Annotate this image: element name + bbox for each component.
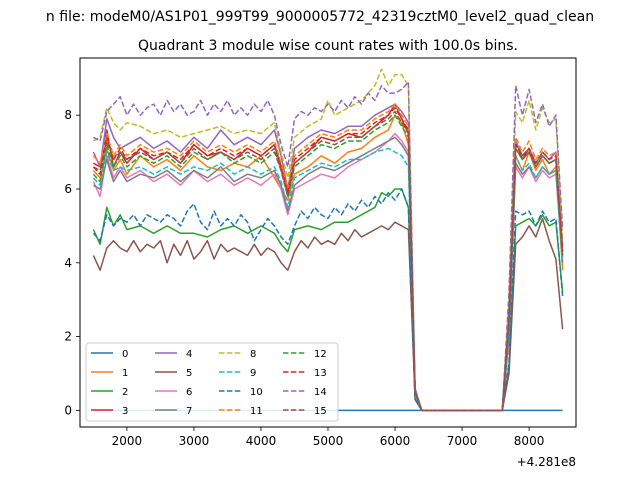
legend-label-9: 9 [250, 368, 256, 379]
x-tick-label: 4000 [246, 434, 277, 448]
x-tick-label: 6000 [380, 434, 411, 448]
legend-label-4: 4 [186, 349, 192, 360]
series-line-15 [93, 110, 564, 412]
legend-label-1: 1 [122, 368, 128, 379]
legend-label-15: 15 [314, 406, 327, 417]
legend-label-8: 8 [250, 349, 256, 360]
legend-label-7: 7 [186, 406, 192, 417]
legend-label-0: 0 [122, 349, 128, 360]
legend-label-13: 13 [314, 368, 327, 379]
legend-label-2: 2 [122, 387, 128, 398]
x-tick-label: 8000 [514, 434, 545, 448]
y-tick-label: 2 [64, 330, 72, 344]
series-line-11 [92, 103, 564, 412]
series-line-1 [92, 114, 564, 412]
x-tick-label: 2000 [112, 434, 143, 448]
y-axis: 0 2 4 6 8 [64, 108, 80, 417]
legend-label-10: 10 [250, 387, 263, 398]
x-tick-label: 5000 [313, 434, 344, 448]
legend-label-11: 11 [250, 406, 263, 417]
legend-label-5: 5 [186, 368, 192, 379]
legend-label-6: 6 [186, 387, 192, 398]
legend-label-14: 14 [314, 387, 327, 398]
legend-box [85, 342, 339, 422]
x-tick-label: 7000 [447, 434, 478, 448]
series-line-9 [92, 147, 564, 412]
series-line-6 [92, 132, 564, 412]
chart-suptitle: n file: modeM0/AS1P01_999T99_9000005772_… [46, 9, 594, 25]
x-tick-label: 3000 [179, 434, 210, 448]
y-tick-label: 6 [64, 182, 72, 196]
y-tick-label: 0 [64, 403, 72, 417]
chart-title: Quadrant 3 module wise count rates with … [138, 38, 518, 54]
series-line-8 [93, 68, 564, 412]
series-line-13 [92, 107, 564, 412]
x-axis: 2000 3000 4000 5000 6000 7000 8000 [112, 427, 545, 448]
x-offset-label: +4.281e8 [517, 455, 576, 469]
plot-lines [92, 68, 564, 412]
legend-label-3: 3 [122, 406, 128, 417]
series-line-4 [92, 103, 564, 412]
legend-label-12: 12 [314, 349, 327, 360]
series-line-7 [93, 136, 564, 412]
series-line-12 [92, 114, 564, 412]
y-tick-label: 4 [64, 256, 72, 270]
y-tick-label: 8 [64, 108, 72, 122]
